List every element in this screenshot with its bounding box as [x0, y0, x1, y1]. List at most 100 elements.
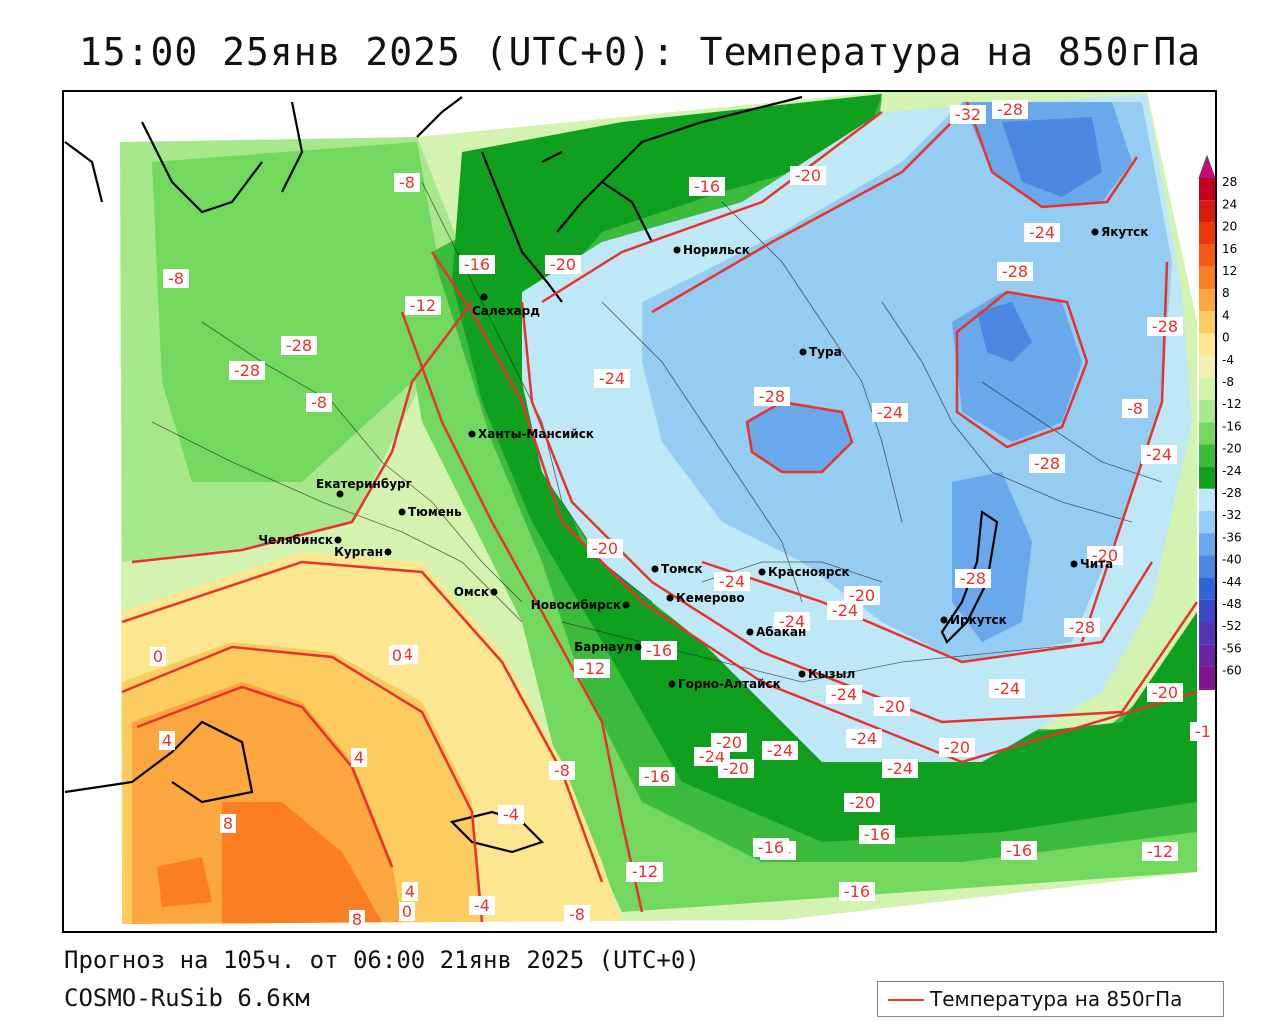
contour-label-text: -24 [832, 601, 858, 620]
contour-label-64: 0 [399, 902, 415, 921]
contour-label-bg [306, 393, 332, 412]
contour-label-text: 4 [354, 748, 364, 767]
city-label: Тюмень [408, 505, 462, 519]
band-minus36-north [1002, 117, 1102, 197]
city-label: Чита [1080, 557, 1113, 571]
contour-label-text: -16 [644, 767, 670, 786]
colorbar-segment [1199, 533, 1215, 556]
city-marker [634, 643, 642, 651]
contour-label-bg [1001, 841, 1037, 860]
contour-label-29: -24 [989, 679, 1025, 698]
colorbar-segment [1199, 178, 1215, 201]
city-13: Кемерово [666, 591, 745, 605]
contour-label-text: 8 [223, 814, 233, 833]
contour-label-bg [587, 539, 623, 558]
city-9: Омск [454, 585, 498, 599]
contour-label-bg [405, 296, 441, 315]
city-marker [798, 670, 806, 678]
contour-label-30: -20 [1147, 683, 1183, 702]
band-minus20 [452, 94, 1197, 842]
contour-label-bg [950, 105, 986, 124]
contour-label-text: -8 [554, 761, 570, 780]
contour-label-52: -4 [498, 805, 524, 824]
contour-label-bg [459, 255, 495, 274]
contour-label-bg [1122, 399, 1148, 418]
contour-label-text: -20 [879, 697, 905, 716]
contour-label-text: -24 [887, 759, 913, 778]
colorbar-segment [1199, 355, 1215, 378]
city-label: Курган [334, 545, 383, 559]
colorbar-tick-label: -8 [1222, 375, 1234, 389]
isotherm-minus16 [430, 251, 1198, 764]
contour-label-58: -12 [627, 862, 663, 881]
colorbar-tick-label: 16 [1222, 242, 1237, 256]
contour-label-41: 4 [159, 731, 175, 750]
contour-label-37: -24 [826, 685, 862, 704]
contour-label-66: -24 [827, 601, 863, 620]
city-marker [1070, 560, 1078, 568]
city-15: Барнаул [574, 640, 642, 654]
contour-label-39: -24 [846, 729, 882, 748]
contour-label-bg [564, 905, 590, 924]
city-marker [673, 246, 681, 254]
legend-line-swatch [888, 999, 924, 1001]
contour-label-text: -24 [1146, 445, 1172, 464]
contour-label-bg [594, 369, 630, 388]
contour-label-9: -20 [545, 255, 581, 274]
city-marker [940, 616, 948, 624]
city-11: Томск [651, 562, 703, 576]
colorbar-segment [1199, 644, 1215, 667]
contour-label-text: -24 [851, 729, 877, 748]
city-marker [336, 490, 344, 498]
colorbar: 28 24 20 16 12 8 4 0 -4 -8 -12 -16 -20 -24 -28 -32 -36 -4… [1198, 155, 1242, 690]
contour-label-bg [1087, 546, 1123, 565]
isotherm-minus32-west [745, 400, 854, 474]
city-4: Ханты-Мансийск [468, 427, 594, 441]
city-marker [334, 536, 342, 544]
colorbar-tick-label: -40 [1222, 553, 1242, 567]
coastline-north [416, 95, 803, 303]
contour-label-text: -24 [831, 685, 857, 704]
band-minus32-west [747, 402, 852, 472]
contour-label-bg [872, 403, 908, 422]
colorbar-segment [1199, 422, 1215, 445]
contour-label-text: -16 [1006, 841, 1032, 860]
northwest-coast [64, 101, 304, 214]
contour-label-59: -8 [564, 905, 590, 924]
contour-label-35: 0 [389, 646, 405, 665]
model-name: COSMO-RuSib 6.6км [64, 984, 310, 1012]
city-6: Тюмень [398, 505, 462, 519]
contour-label-bg [762, 741, 798, 760]
contour-label-bg [997, 262, 1033, 281]
contour-label-55: -16 [753, 838, 789, 857]
contour-label-13: -28 [229, 361, 265, 380]
colorbar-tick-label: 12 [1222, 264, 1237, 278]
colorbar-tick-label: -44 [1222, 575, 1242, 589]
contour-label-bg [874, 697, 910, 716]
isotherm-minus12 [400, 311, 644, 913]
colorbar-tick-label: 8 [1222, 286, 1230, 300]
contour-label-bg [1147, 317, 1183, 336]
contour-label-24: -24 [714, 572, 750, 591]
contour-label-47: -8 [549, 761, 575, 780]
isotherm-minus32 [955, 290, 1089, 449]
city-marker [398, 508, 406, 516]
contour-label-21: -20 [587, 539, 623, 558]
contour-label-text: 0 [392, 646, 402, 665]
contour-label-text: -12 [579, 659, 605, 678]
city-label: Тура [809, 345, 842, 359]
contour-label-text: 4 [162, 731, 172, 750]
contour-label-bg [1064, 618, 1100, 637]
contour-label-bg [827, 601, 863, 620]
contour-label-text: -28 [997, 100, 1023, 119]
band-minus12-east [402, 232, 1197, 912]
city-label: Кызыл [808, 667, 855, 681]
contour-label-22: -28 [955, 569, 991, 588]
temperature-fill [120, 92, 1197, 924]
contour-label-bg [394, 173, 420, 192]
colorbar-segment [1199, 599, 1215, 622]
city-marker [651, 565, 659, 573]
colorbar-tick-label: -20 [1222, 442, 1242, 456]
city-label: Барнаул [574, 640, 633, 654]
colorbar-segment [1199, 444, 1215, 467]
